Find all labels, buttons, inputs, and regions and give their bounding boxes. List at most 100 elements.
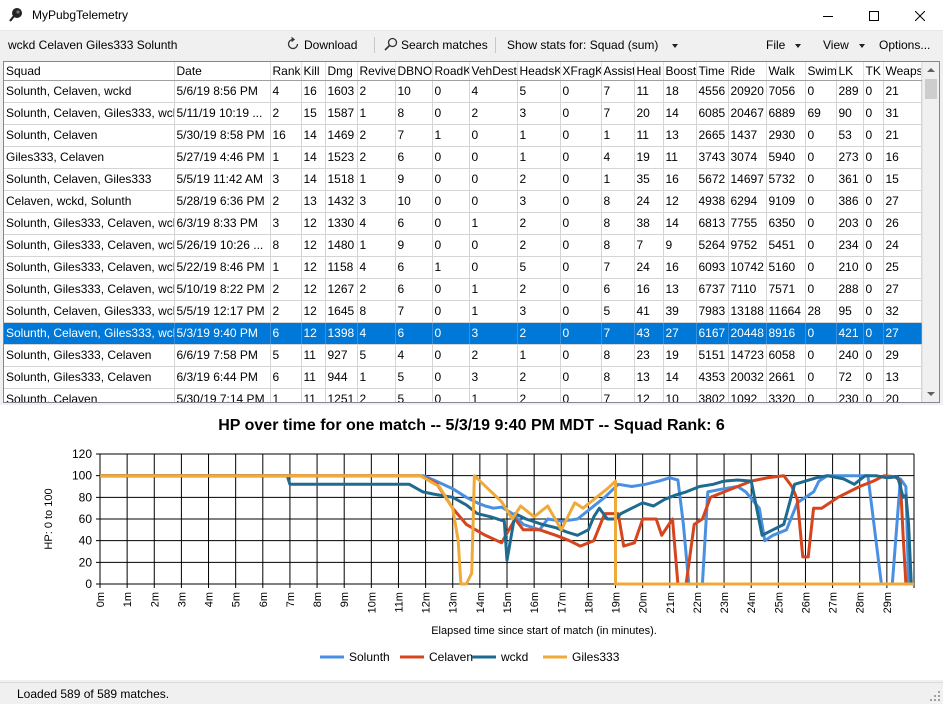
scroll-down-icon[interactable] xyxy=(927,392,935,396)
legend-label-solunth[interactable]: Solunth xyxy=(349,650,390,664)
table-cell: 11 xyxy=(634,80,664,103)
table-cell: 13 xyxy=(883,366,922,389)
legend-label-giles333[interactable]: Giles333 xyxy=(572,650,620,664)
series-line-giles333[interactable] xyxy=(100,474,914,586)
table-row[interactable]: Giles333, Celaven 5/27/19 4:46 PM 1 14 1523 2… xyxy=(4,146,922,169)
column-header-tk[interactable]: TK xyxy=(863,62,884,81)
file-menu[interactable]: File xyxy=(766,36,802,54)
series-line-wckd[interactable] xyxy=(100,474,913,585)
table-cell: 9 xyxy=(395,234,433,257)
table-cell: 5732 xyxy=(766,168,806,191)
scrollbar-thumb[interactable] xyxy=(925,79,937,99)
column-header-boost[interactable]: Boost xyxy=(663,62,697,81)
table-cell: 0 xyxy=(863,256,884,279)
table-cell: 10 xyxy=(395,190,433,213)
column-header-squad[interactable]: Squad xyxy=(4,62,175,81)
table-cell: 8 xyxy=(357,300,396,323)
matches-grid[interactable]: Squad Date Rank Kill Dmg Revive DBNO RoadK VehDe… xyxy=(3,61,940,403)
table-row[interactable]: Solunth, Celaven 5/30/19 8:58 PM 16 14 1469 2… xyxy=(4,124,922,147)
table-cell: 288 xyxy=(836,278,864,301)
table-cell: 927 xyxy=(325,344,358,367)
table-cell: 5/30/19 8:58 PM xyxy=(174,124,271,147)
column-header-xfragk[interactable]: XFragK xyxy=(560,62,602,81)
table-row[interactable]: Celaven, wckd, Solunth 5/28/19 6:36 PM 2 13… xyxy=(4,190,922,213)
series-line-solunth[interactable] xyxy=(100,474,911,586)
table-cell: 6 xyxy=(395,322,433,345)
series-line-celaven[interactable] xyxy=(100,474,908,586)
table-row[interactable]: Solunth, Giles333, Celaven 6/6/19 7:58 PM… xyxy=(4,344,922,367)
table-row[interactable]: Solunth, Celaven 5/30/19 7:14 PM 1 11 1251 2 5… xyxy=(4,388,922,402)
x-tick-label: 14m xyxy=(475,592,487,613)
table-cell: 2 xyxy=(357,388,396,402)
column-header-assist[interactable]: Assist xyxy=(601,62,635,81)
table-row[interactable]: Solunth, Giles333, Celaven, wckd 5/10/19 … xyxy=(4,278,922,301)
column-header-kill[interactable]: Kill xyxy=(301,62,326,81)
table-row[interactable]: Solunth, Celaven, wckd 5/6/19 8:56 PM 4 16 1… xyxy=(4,80,922,103)
column-header-date[interactable]: Date xyxy=(174,62,271,81)
table-cell: 14 xyxy=(663,366,697,389)
table-row[interactable]: Solunth, Celaven, Giles333 5/5/19 11:42 A… xyxy=(4,168,922,191)
table-cell: 72 xyxy=(836,366,864,389)
column-header-time[interactable]: Time xyxy=(696,62,729,81)
column-header-revive[interactable]: Revive xyxy=(357,62,396,81)
column-header-vehdest[interactable]: VehDest xyxy=(469,62,518,81)
table-cell: 2 xyxy=(517,322,561,345)
column-header-walk[interactable]: Walk xyxy=(766,62,806,81)
grid-scrollbar[interactable] xyxy=(922,62,939,402)
table-row[interactable]: Solunth, Giles333, Celaven, wckd 5/22/19 … xyxy=(4,256,922,279)
minimize-button[interactable] xyxy=(805,0,851,31)
column-header-dmg[interactable]: Dmg xyxy=(325,62,358,81)
table-cell: 2 xyxy=(517,234,561,257)
x-tick-label: 22m xyxy=(692,592,704,613)
legend-label-celaven[interactable]: Celaven xyxy=(429,650,473,664)
search-matches-button[interactable]: Search matches xyxy=(384,36,488,54)
table-cell: 11 xyxy=(634,124,664,147)
players-textbox[interactable]: wckd Celaven Giles333 Solunth xyxy=(8,38,178,52)
maximize-button[interactable] xyxy=(851,0,897,31)
download-button[interactable]: Download xyxy=(286,36,357,54)
table-row[interactable]: Solunth, Celaven, Giles333, wckd 5/5/19 1… xyxy=(4,300,922,323)
matches-table: Squad Date Rank Kill Dmg Revive DBNO RoadK VehDe… xyxy=(4,62,922,402)
table-cell: 0 xyxy=(805,146,837,169)
table-cell: 3074 xyxy=(728,146,767,169)
table-cell: 95 xyxy=(836,300,864,323)
column-header-dbno[interactable]: DBNO xyxy=(395,62,433,81)
table-cell: 1 xyxy=(601,168,635,191)
column-header-ride[interactable]: Ride xyxy=(728,62,767,81)
show-stats-dropdown[interactable]: Show stats for: Squad (sum) xyxy=(507,36,679,54)
column-header-roadk[interactable]: RoadK xyxy=(432,62,470,81)
table-cell: 14 xyxy=(663,102,697,125)
view-menu[interactable]: View xyxy=(823,36,865,54)
table-cell: 8916 xyxy=(766,322,806,345)
column-header-rank[interactable]: Rank xyxy=(270,62,302,81)
table-row[interactable]: Solunth, Giles333, Celaven 6/3/19 6:44 PM… xyxy=(4,366,922,389)
table-row[interactable]: Solunth, Giles333, Celaven, wckd 6/3/19 8… xyxy=(4,212,922,235)
column-header-headsk[interactable]: HeadsK xyxy=(517,62,561,81)
table-cell: Solunth, Celaven xyxy=(4,388,175,402)
table-cell: 0 xyxy=(432,212,470,235)
table-cell: 0 xyxy=(432,234,470,257)
table-cell: 20448 xyxy=(728,322,767,345)
close-button[interactable] xyxy=(897,0,943,31)
column-header-heal[interactable]: Heal xyxy=(634,62,664,81)
table-cell: 1 xyxy=(601,124,635,147)
table-cell: 13 xyxy=(663,278,697,301)
table-cell: 6/3/19 8:33 PM xyxy=(174,212,271,235)
resize-grip-icon[interactable] xyxy=(929,690,941,702)
legend-label-wckd[interactable]: wckd xyxy=(500,650,528,664)
table-cell: 5264 xyxy=(696,234,729,257)
table-cell: 0 xyxy=(432,366,470,389)
options-menu[interactable]: Options... xyxy=(879,38,931,52)
scroll-up-icon[interactable] xyxy=(927,68,935,72)
table-cell: 7 xyxy=(634,234,664,257)
table-cell: 4 xyxy=(270,80,302,103)
column-header-weaps[interactable]: Weaps xyxy=(883,62,922,81)
table-row[interactable]: Solunth, Giles333, Celaven, wckd 5/26/19 … xyxy=(4,234,922,257)
table-cell: 5/6/19 8:56 PM xyxy=(174,80,271,103)
table-row[interactable]: Solunth, Celaven, Giles333, wckd 5/11/19 … xyxy=(4,102,922,125)
column-header-swim[interactable]: Swim xyxy=(805,62,837,81)
column-header-lk[interactable]: LK xyxy=(836,62,864,81)
table-cell: 21 xyxy=(883,124,922,147)
table-row[interactable]: Solunth, Celaven, Giles333, wckd 5/3/19 9… xyxy=(4,322,922,345)
table-cell: 0 xyxy=(805,168,837,191)
